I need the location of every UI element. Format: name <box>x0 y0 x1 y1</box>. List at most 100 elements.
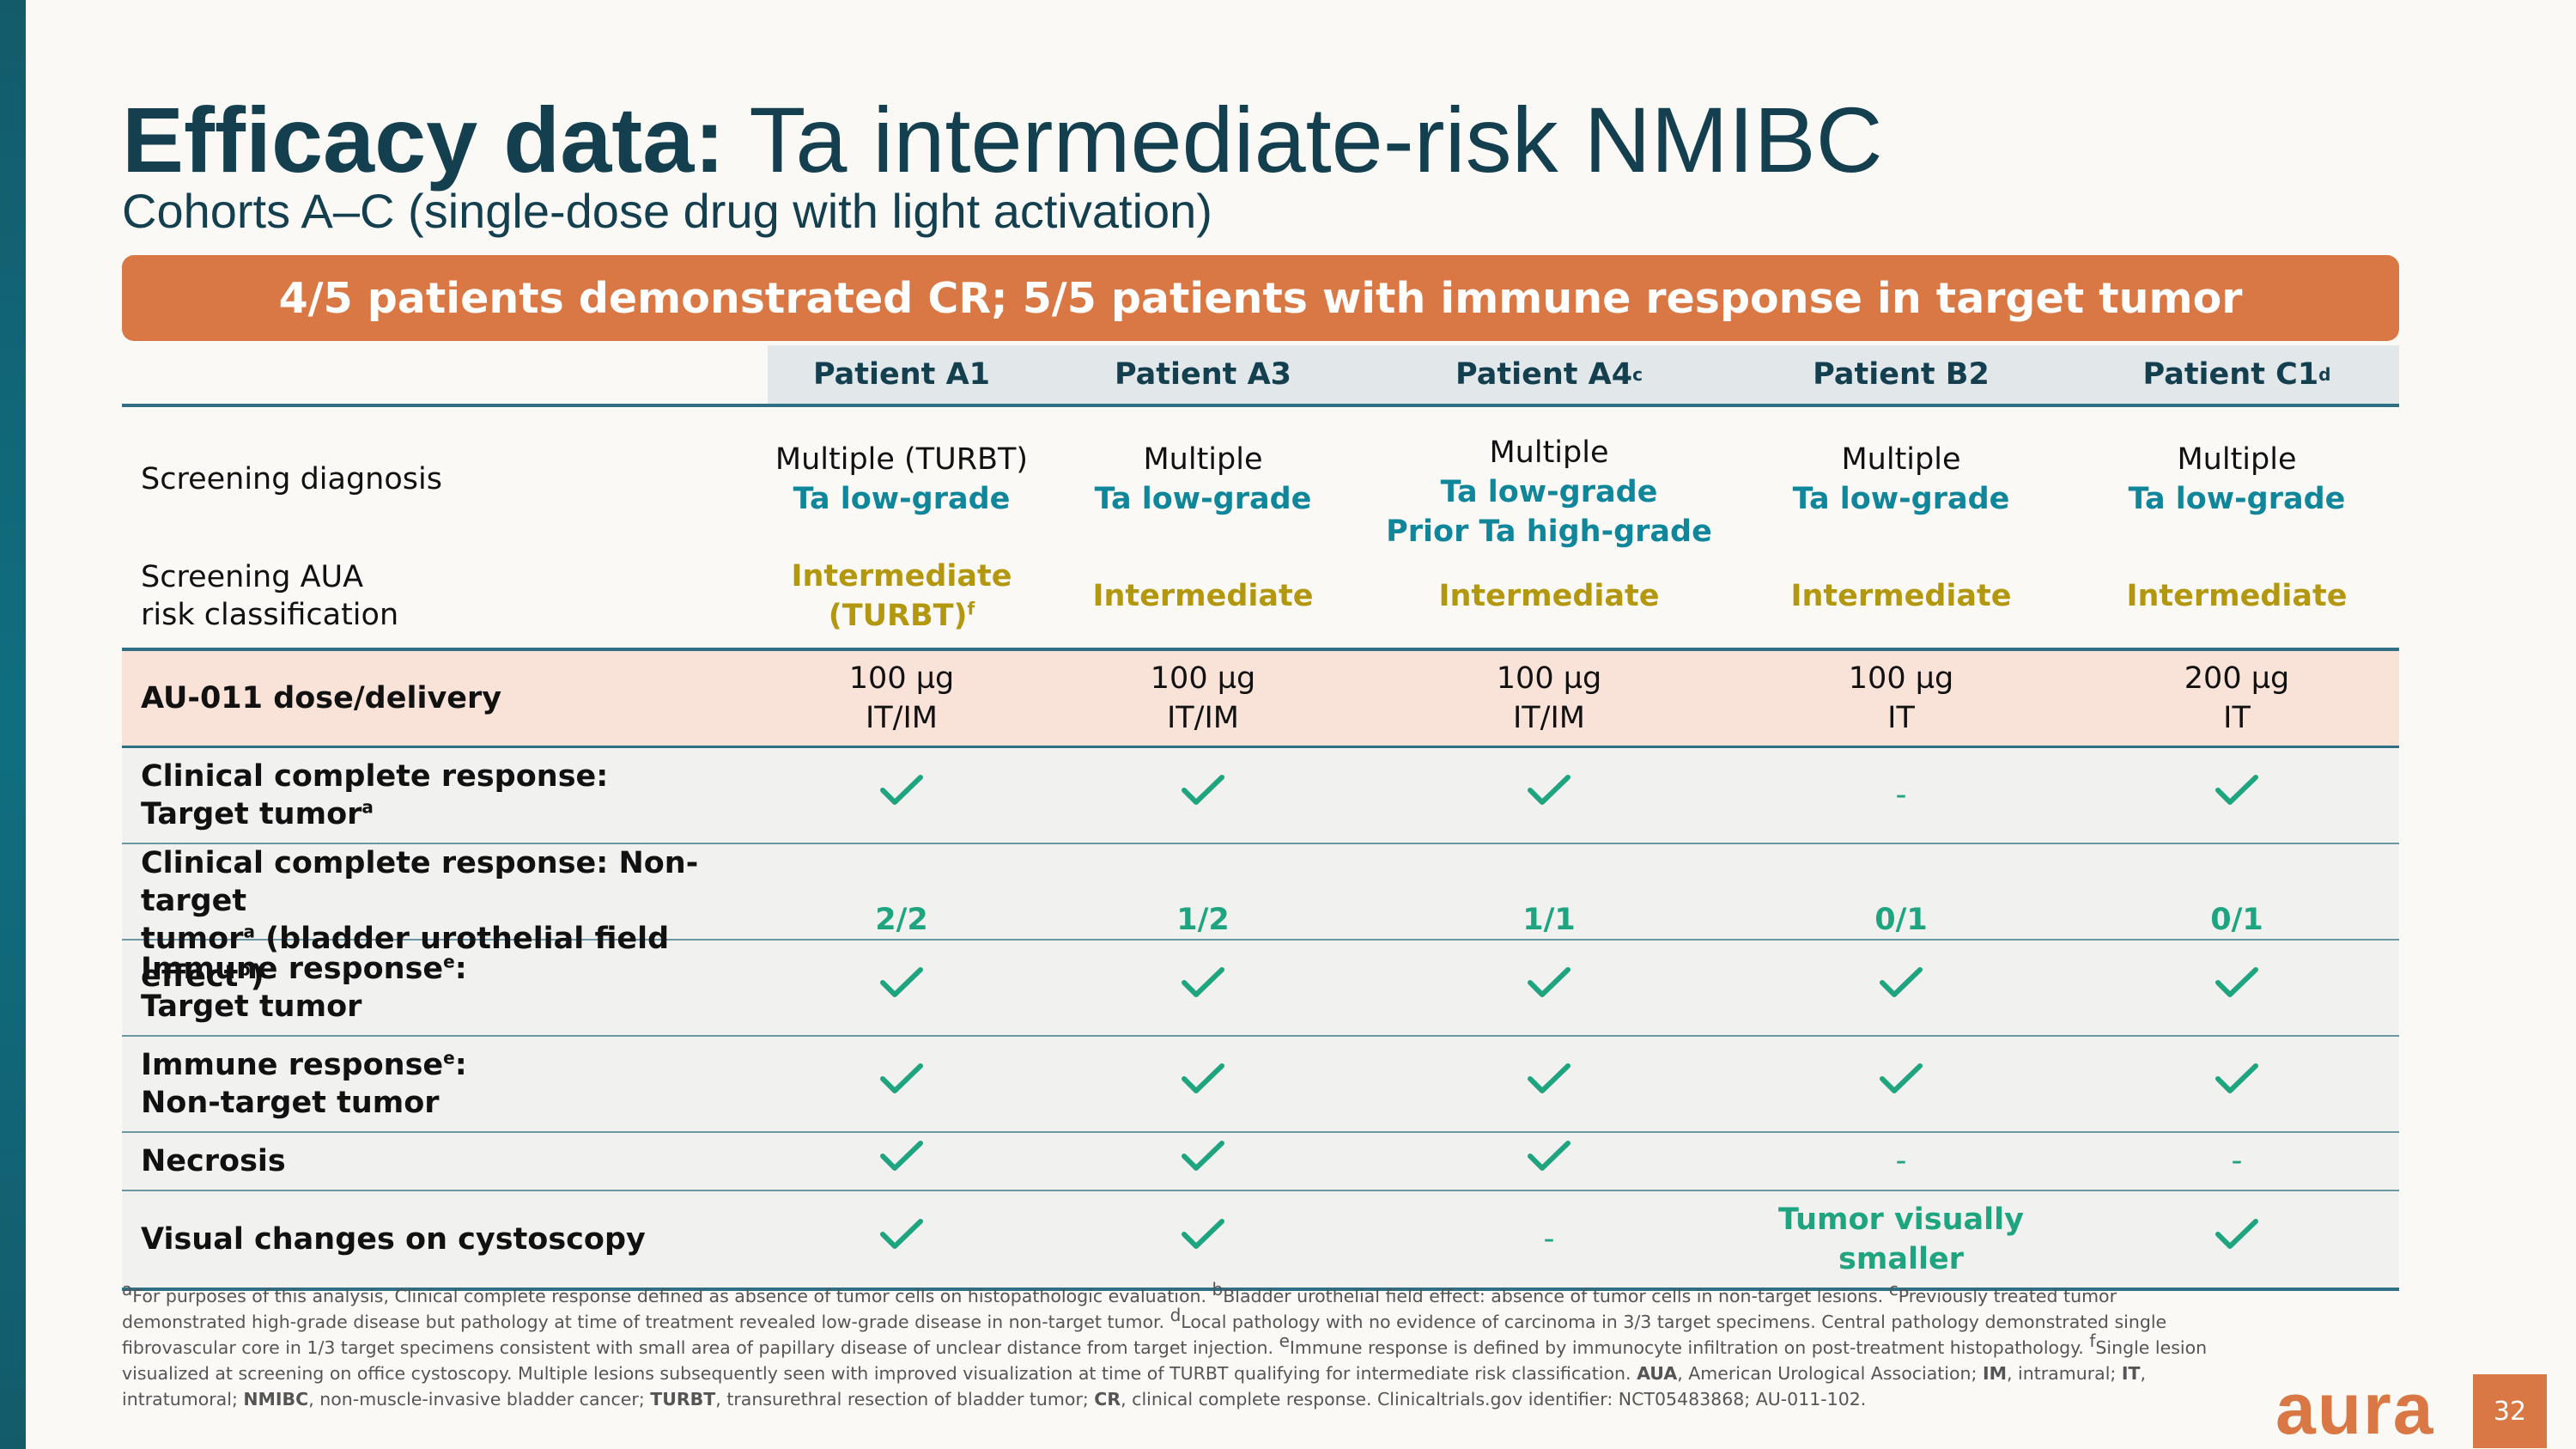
immune-target-a3 <box>1036 965 1370 1010</box>
immune-target-a4 <box>1370 965 1728 1010</box>
row-label: Necrosis <box>141 1144 286 1178</box>
ccr-nontarget-c1: 0/1 <box>2210 903 2263 937</box>
check-icon <box>880 1141 923 1171</box>
row-label: Immune responsee: Non-target tumor <box>141 1047 467 1120</box>
risk-a3: Intermediate <box>1092 579 1314 613</box>
page-number: 32 <box>2473 1374 2547 1448</box>
check-icon <box>1182 775 1224 805</box>
immune-target-c1 <box>2075 965 2399 1010</box>
title-bold: Efficacy data: <box>122 88 726 192</box>
check-icon <box>1182 1141 1224 1171</box>
check-icon <box>2215 967 2258 997</box>
check-icon <box>2215 775 2258 805</box>
dose-a4: 100 µg IT/IM <box>1496 661 1602 735</box>
page-title: Efficacy data: Ta intermediate-risk NMIB… <box>122 84 1883 196</box>
row-dose-delivery: AU-011 dose/delivery 100 µg IT/IM 100 µg I… <box>122 651 2399 748</box>
aura-logo: aura <box>2275 1368 2435 1449</box>
dose-c1: 200 µg IT <box>2184 661 2290 735</box>
visual-b2: Tumor visually smaller <box>1778 1202 2024 1276</box>
row-label: Clinical complete response: Non-target tu… <box>141 846 699 994</box>
visual-c1 <box>2075 1217 2399 1262</box>
check-icon <box>1880 967 1923 997</box>
check-icon <box>880 967 923 997</box>
ccr-target-a4 <box>1370 773 1728 818</box>
necrosis-c1: - <box>2075 1142 2399 1181</box>
check-icon <box>880 1063 923 1093</box>
row-risk-classification: Screening AUA risk classification Interme… <box>122 545 2399 651</box>
diagnosis-a1: Multiple (TURBT) Ta low-grade <box>775 442 1029 516</box>
immune-nontarget-a3 <box>1036 1062 1370 1106</box>
check-icon <box>1182 967 1224 997</box>
risk-b2: Intermediate <box>1790 579 2012 613</box>
row-label: Immune responsee: Target tumor <box>141 951 467 1024</box>
check-icon <box>1528 1063 1571 1093</box>
table-header-row: Patient A1 Patient A3 Patient A4 c Patien… <box>122 345 2399 407</box>
check-icon <box>1528 775 1571 805</box>
risk-c1: Intermediate <box>2126 579 2348 613</box>
necrosis-a1 <box>768 1139 1036 1184</box>
check-icon <box>1528 967 1571 997</box>
necrosis-b2: - <box>1728 1142 2075 1181</box>
immune-nontarget-b2 <box>1728 1062 2075 1106</box>
necrosis-a3 <box>1036 1139 1370 1184</box>
ccr-nontarget-b2: 0/1 <box>1874 903 1928 937</box>
ccr-nontarget-a3: 1/2 <box>1176 903 1230 937</box>
diagnosis-b2: Multiple Ta low-grade <box>1792 442 2010 516</box>
summary-banner: 4/5 patients demonstrated CR; 5/5 patien… <box>122 255 2399 341</box>
side-accent-bar <box>0 0 26 1449</box>
risk-a4: Intermediate <box>1438 579 1660 613</box>
immune-nontarget-c1 <box>2075 1062 2399 1106</box>
visual-a4: - <box>1370 1220 1728 1259</box>
row-ccr-nontarget: Clinical complete response: Non-target tu… <box>122 844 2399 994</box>
immune-nontarget-a1 <box>768 1062 1036 1106</box>
row-label: Screening AUA risk classification <box>141 560 399 632</box>
row-ccr-target: Clinical complete response: Target tumora… <box>122 748 2399 844</box>
header-patient-c1: Patient C1 d <box>2075 345 2399 404</box>
risk-a1: Intermediate (TURBT)f <box>791 559 1012 633</box>
ccr-nontarget-a4: 1/1 <box>1522 903 1576 937</box>
dash-value: - <box>1895 777 1907 813</box>
dose-a3: 100 µg IT/IM <box>1150 661 1256 735</box>
row-immune-target: Immune responsee: Target tumor <box>122 941 2399 1037</box>
check-icon <box>880 775 923 805</box>
check-icon <box>2215 1219 2258 1249</box>
row-necrosis: Necrosis - - <box>122 1133 2399 1191</box>
row-screening-diagnosis: Screening diagnosis Multiple (TURBT) Ta l… <box>122 407 2399 549</box>
ccr-target-c1 <box>2075 773 2399 818</box>
title-rest: Ta intermediate-risk NMIBC <box>725 88 1883 192</box>
diagnosis-a4: Multiple Ta low-grade Prior Ta high-grade <box>1386 435 1712 549</box>
diagnosis-a3: Multiple Ta low-grade <box>1094 442 1312 516</box>
dash-value: - <box>1543 1221 1555 1257</box>
dash-value: - <box>2231 1143 2243 1178</box>
check-icon <box>2215 1063 2258 1093</box>
header-patient-a4: Patient A4 c <box>1370 345 1728 404</box>
row-label: AU-011 dose/delivery <box>141 681 502 715</box>
check-icon <box>1182 1219 1224 1249</box>
dash-value: - <box>1895 1143 1907 1178</box>
check-icon <box>1182 1063 1224 1093</box>
ccr-nontarget-a1: 2/2 <box>875 903 928 937</box>
dose-a1: 100 µg IT/IM <box>848 661 955 735</box>
check-icon <box>1528 1141 1571 1171</box>
row-label: Clinical complete response: Target tumora <box>141 759 609 831</box>
immune-nontarget-a4 <box>1370 1062 1728 1106</box>
immune-target-b2 <box>1728 965 2075 1010</box>
row-immune-nontarget: Immune responsee: Non-target tumor <box>122 1037 2399 1133</box>
row-label: Visual changes on cystoscopy <box>141 1222 646 1257</box>
visual-a1 <box>768 1217 1036 1262</box>
row-label: Screening diagnosis <box>141 462 442 496</box>
ccr-target-a1 <box>768 773 1036 818</box>
footnotes: aFor purposes of this analysis, Clinical… <box>122 1279 2208 1409</box>
ccr-target-a3 <box>1036 773 1370 818</box>
header-patient-a1: Patient A1 <box>768 345 1036 404</box>
diagnosis-c1: Multiple Ta low-grade <box>2128 442 2346 516</box>
header-patient-b2: Patient B2 <box>1728 345 2075 404</box>
dose-b2: 100 µg IT <box>1848 661 1954 735</box>
necrosis-a4 <box>1370 1139 1728 1184</box>
row-visual-changes: Visual changes on cystoscopy - Tumor vis… <box>122 1191 2399 1291</box>
check-icon <box>880 1219 923 1249</box>
check-icon <box>1880 1063 1923 1093</box>
immune-target-a1 <box>768 965 1036 1010</box>
ccr-target-b2: - <box>1728 776 2075 815</box>
efficacy-table: Patient A1 Patient A3 Patient A4 c Patien… <box>122 345 2399 1291</box>
